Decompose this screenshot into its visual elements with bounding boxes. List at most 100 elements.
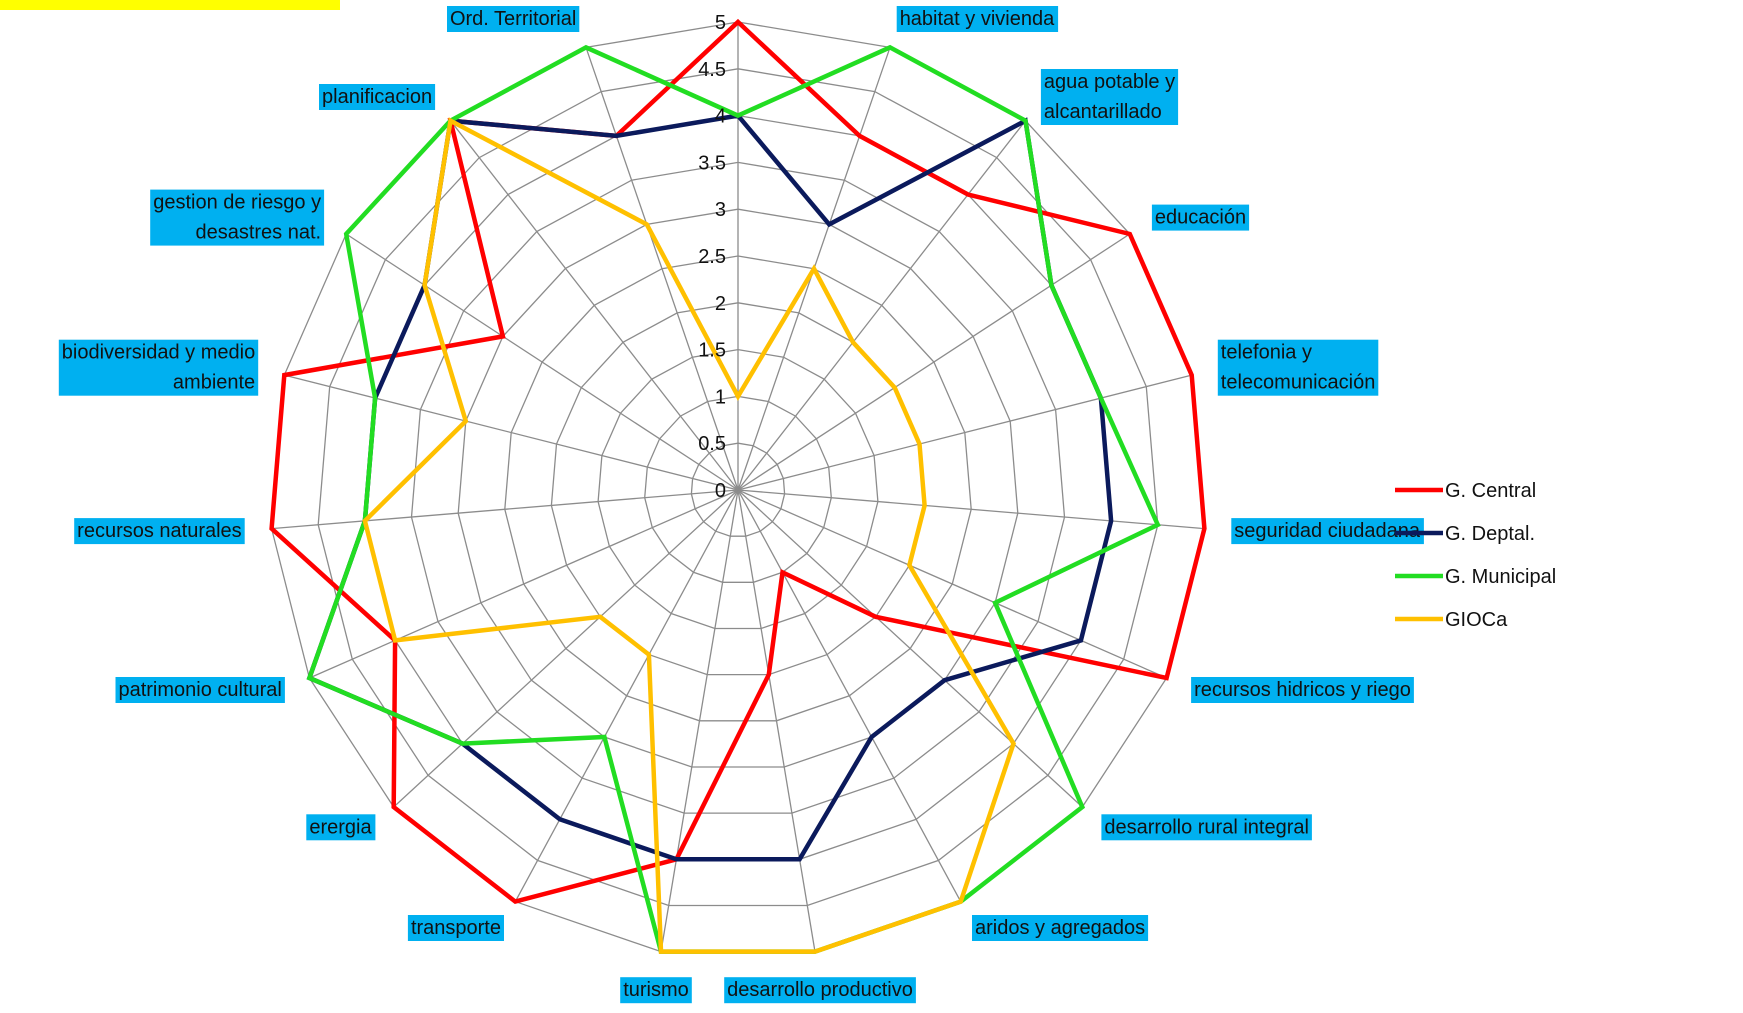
category-label-8: desarrollo rural integral [1101,814,1312,841]
tick-label-10: 5 [715,12,726,34]
category-label-bg [58,339,259,396]
category-label-text: transporte [411,917,501,939]
category-label-bg [150,189,325,246]
category-label-11: turismo [620,977,692,1004]
category-label-bg [1151,204,1250,231]
category-label-3: agua potable y alcantarillado [1040,69,1179,125]
radar-grid [270,21,1206,953]
legend-item-3: G. Municipal [1395,566,1556,588]
category-label-4: educación [1151,204,1250,231]
corner-highlight-mark [0,0,340,10]
category-label-text: educación [1155,207,1246,229]
series-line-1 [269,18,1207,905]
category-label-bg [1040,69,1179,125]
category-label-text: telefonia y telecomunicación [1221,342,1376,394]
legend: G. Central G. Deptal. G. Municipal GIOCa [1395,480,1556,631]
category-label-bg [319,84,436,110]
category-label-bg [1217,339,1379,396]
category-label-bg [407,915,504,941]
grid-spoke-3 [737,120,1027,491]
tick-label-5: 2.5 [698,246,726,268]
grid-ring-9 [317,68,1159,907]
category-label-bg [1191,677,1414,703]
grid-spoke-6 [737,489,1205,530]
series-line-4 [362,117,1016,954]
category-label-bg [896,6,1059,32]
category-label-bg [724,977,916,1004]
category-label-bg [620,977,692,1004]
tick-label-1: 0.5 [698,433,726,455]
series-line-2 [306,113,1114,862]
category-label-5: telefonia y telecomunicación [1217,339,1379,396]
category-label-15: recursos naturales [74,518,245,545]
grid-spoke-15 [271,489,739,530]
category-label-text: aridos y agregados [975,917,1145,939]
category-label-bg [74,518,245,545]
category-label-text: erergia [309,816,372,838]
category-label-16: biodiversidad y medio ambiente [58,339,259,396]
grid-spoke-18 [449,120,739,491]
category-label-text: desarrollo rural integral [1104,816,1309,838]
category-label-text: biodiversidad y medio ambiente [62,342,255,394]
radial-tick-labels: 0 0.5 1 1.5 2 2.5 3 3.5 4 4.5 5 [698,12,726,502]
category-label-text: recursos naturales [77,520,242,542]
category-label-text: Ord. Territorial [450,8,576,30]
category-label-13: erergia [306,814,376,841]
category-label-bg [1231,518,1424,545]
category-label-text: planificacion [322,86,432,108]
grid-spoke-8 [737,489,1083,808]
category-label-bg [115,677,285,703]
category-label-7: recursos hidricos y riego [1191,677,1414,703]
grid-ring-1 [690,442,786,537]
grid-ring-6 [457,208,1019,768]
grid-spoke-4 [737,233,1131,491]
radar-series [269,18,1207,954]
grid-spoke-11 [660,489,739,952]
category-label-19: Ord. Territorial [447,6,580,32]
tick-label-4: 2 [715,293,726,315]
grid-spoke-13 [393,489,739,808]
tick-label-9: 4.5 [698,59,726,81]
grid-spoke-10 [737,489,816,952]
grid-spoke-7 [737,489,1167,679]
category-label-text: recursos hidricos y riego [1194,679,1411,701]
legend-label: G. Central [1445,480,1536,502]
category-label-9: aridos y agregados [972,915,1149,941]
grid-spoke-14 [309,489,739,679]
category-label-18: planificacion [319,84,436,110]
legend-label: G. Deptal. [1445,523,1535,545]
category-label-14: patrimonio cultural [115,677,285,703]
tick-label-7: 3.5 [698,152,726,174]
category-label-12: transporte [407,915,504,941]
category-label-text: agua potable y alcantarillado [1044,71,1175,123]
grid-spoke-19 [585,47,739,491]
category-label-text: habitat y vivienda [900,8,1055,30]
category-label-text: gestion de riesgo y desastres nat. [153,192,321,244]
grid-ring-2 [644,395,832,583]
tick-label-0: 0 [715,480,726,502]
grid-ring-3 [597,348,879,630]
category-label-bg [306,814,376,841]
series-line-3 [306,44,1161,954]
category-label-bg [972,915,1149,941]
grid-ring-7 [410,161,1066,814]
legend-item-2: G. Deptal. [1395,523,1535,545]
grid-ring-5 [504,255,972,722]
legend-item-1: G. Central [1395,480,1536,502]
category-label-17: gestion de riesgo y desastres nat. [150,189,325,246]
category-label-text: desarrollo productivo [727,979,913,1001]
legend-item-4: GIOCa [1395,609,1508,631]
category-label-bg [1101,814,1312,841]
grid-spoke-12 [514,489,739,902]
legend-label: GIOCa [1445,609,1508,631]
legend-label: G. Municipal [1445,566,1556,588]
tick-label-6: 3 [715,199,726,221]
grid-spoke-16 [284,374,739,491]
category-label-text: patrimonio cultural [118,679,281,701]
grid-spoke-9 [737,489,962,902]
tick-label-2: 1 [715,386,726,408]
category-label-bg [447,6,580,32]
grid-spoke-5 [737,374,1192,491]
